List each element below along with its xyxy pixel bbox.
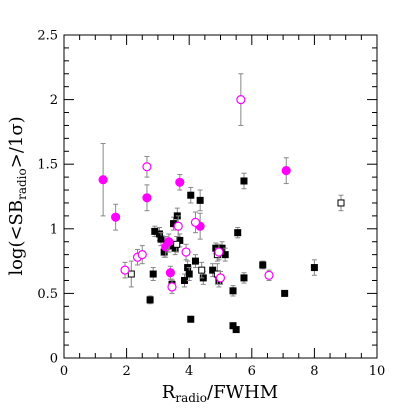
y-axis-title: log(<SBradio>/1σ) xyxy=(6,116,29,275)
y-tick-label: 2 xyxy=(50,93,58,108)
open-square-point xyxy=(337,199,345,207)
filled-square-point xyxy=(157,235,165,243)
filled-square-point xyxy=(209,266,217,274)
filled-square-point xyxy=(191,257,199,265)
filled-square-point xyxy=(187,315,195,323)
filled-square-point xyxy=(181,276,189,284)
filled-circle-point xyxy=(165,268,176,278)
filled-square-point xyxy=(185,270,193,278)
filled-square-point xyxy=(281,289,289,297)
open-circle-point xyxy=(167,282,177,292)
y-tick-label: 2.5 xyxy=(37,29,58,44)
filled-circle-point xyxy=(175,177,185,187)
open-circle-point xyxy=(264,270,274,280)
filled-square-point xyxy=(240,274,248,282)
x-axis-title: Rradio/FWHM xyxy=(162,382,278,405)
open-circle-point xyxy=(120,265,130,275)
x-tick-label: 8 xyxy=(310,364,318,379)
y-tick-label: 0 xyxy=(50,352,58,367)
filled-square-point xyxy=(259,261,267,269)
plot-frame xyxy=(63,34,378,359)
filled-square-point xyxy=(149,270,157,278)
open-circle-point xyxy=(214,247,224,257)
open-circle-point xyxy=(137,250,147,260)
filled-circle-point xyxy=(98,175,108,185)
filled-square-point xyxy=(229,287,237,295)
open-circle-point xyxy=(215,273,226,283)
open-circle-point xyxy=(173,221,183,231)
x-tick-label: 2 xyxy=(122,364,130,379)
filled-square-point xyxy=(196,196,204,204)
filled-square-point xyxy=(234,229,242,237)
y-tick-label: 0.5 xyxy=(37,287,58,302)
filled-square-point xyxy=(146,296,154,304)
x-tick-label: 0 xyxy=(60,364,68,379)
open-circle-point xyxy=(142,162,152,172)
open-square-point xyxy=(198,266,206,274)
filled-circle-point xyxy=(142,193,152,203)
x-tick-label: 10 xyxy=(369,364,386,379)
y-tick-label: 1 xyxy=(50,222,58,237)
x-axis-title-subscript: radio xyxy=(175,391,207,405)
filled-circle-point xyxy=(281,166,291,176)
x-tick-label: 4 xyxy=(185,364,193,379)
open-circle-point xyxy=(236,94,246,105)
axes: 0 2 4 6 8 10 0 0.5 1 1.5 2 2.5 xyxy=(37,29,385,380)
filled-square-point xyxy=(240,177,248,185)
open-square-point xyxy=(127,270,135,278)
open-circle-point xyxy=(181,247,191,257)
open-square-point xyxy=(173,240,181,248)
filled-square-point xyxy=(232,326,240,334)
open-circle-point xyxy=(190,217,201,227)
y-tick-label: 1.5 xyxy=(37,158,58,173)
filled-circle-point xyxy=(111,212,121,222)
filled-square-point xyxy=(310,264,318,272)
filled-circle-point xyxy=(164,237,174,247)
y-axis-title-subscript: radio xyxy=(15,168,29,200)
x-tick-label: 6 xyxy=(248,364,256,379)
filled-square-point xyxy=(187,191,195,199)
data-points xyxy=(98,73,345,334)
